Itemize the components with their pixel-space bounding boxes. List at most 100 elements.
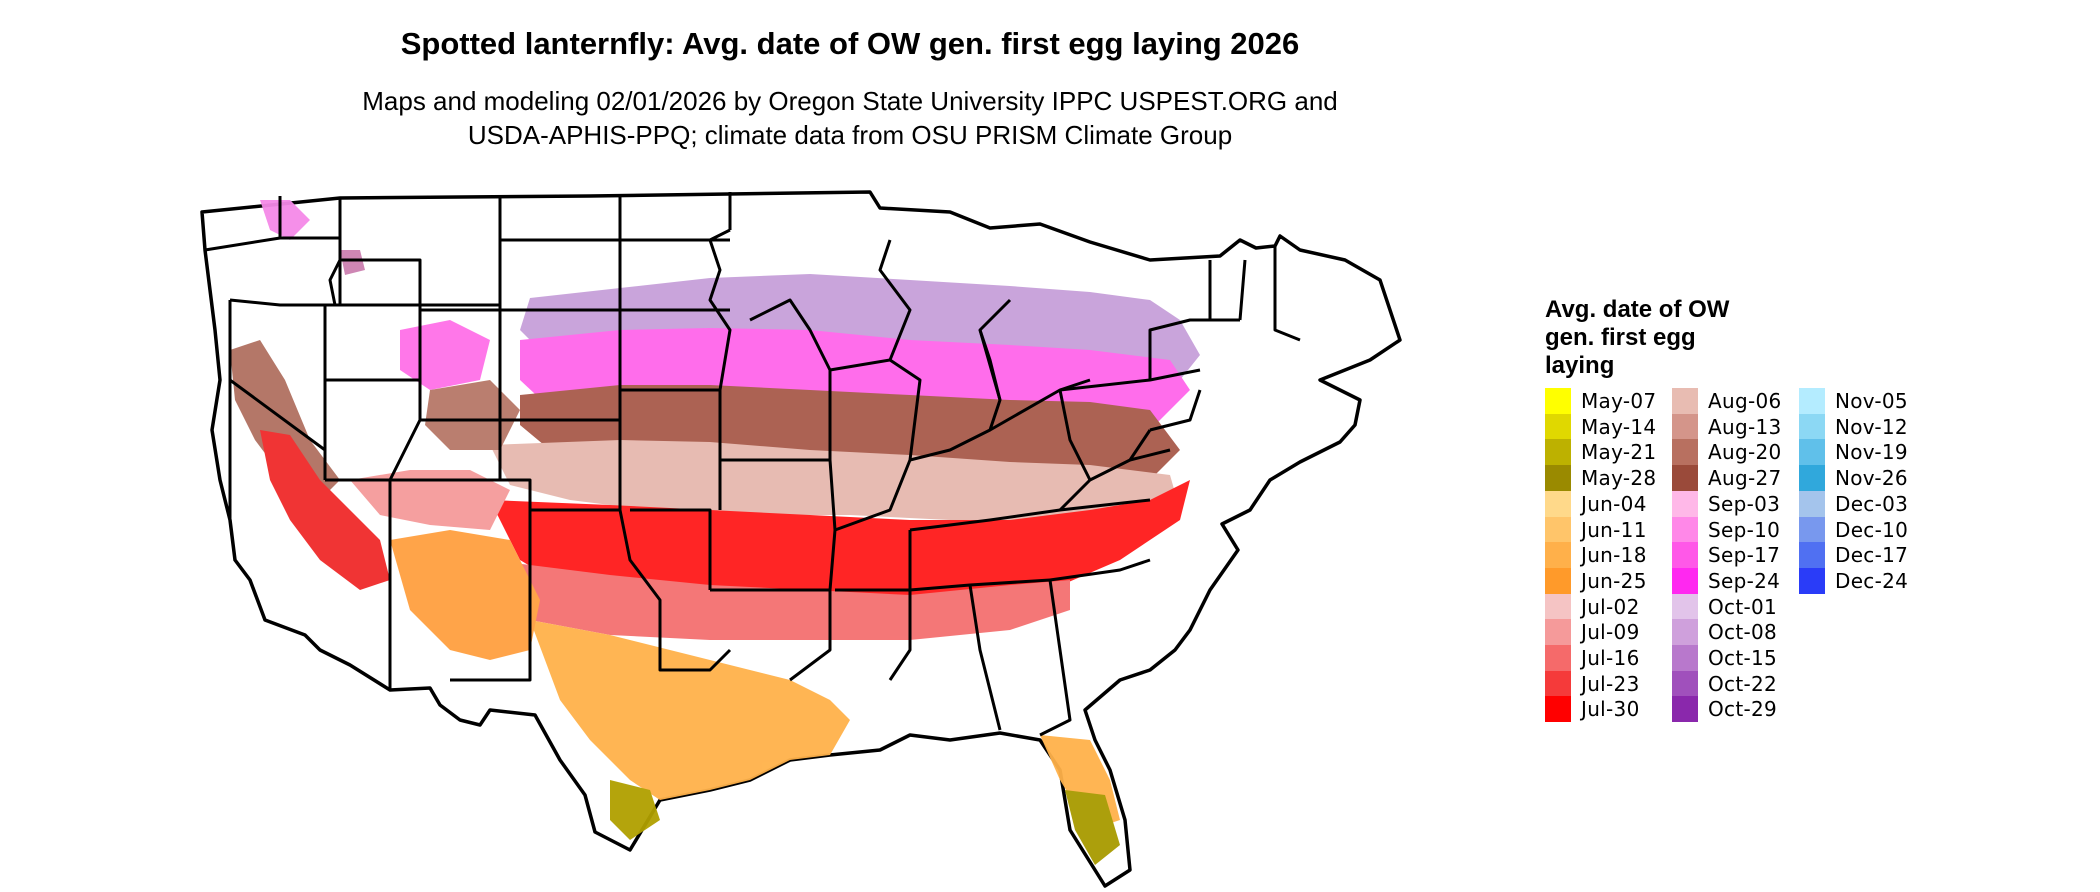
map-subtitle: Maps and modeling 02/01/2026 by Oregon S… [0,84,1700,152]
subtitle-line-1: Maps and modeling 02/01/2026 by Oregon S… [362,86,1338,116]
legend-item: Dec-10 [1799,516,1909,543]
legend-label: Sep-17 [1708,543,1781,568]
zone-jun [530,620,850,800]
legend-label: Jul-23 [1581,671,1640,696]
legend-swatch [1799,516,1825,543]
legend-item: Nov-05 [1799,388,1908,414]
legend-item: Jun-25 [1545,567,1647,594]
legend-item: May-28 [1545,465,1657,492]
legend-label: Jun-11 [1581,517,1647,542]
legend-item: Jul-23 [1545,670,1640,697]
legend-item: Oct-29 [1672,696,1777,723]
legend-swatch [1545,490,1571,517]
legend-item: Oct-15 [1672,645,1777,671]
legend-item: Nov-26 [1799,465,1908,492]
legend-swatch [1545,439,1571,466]
legend-swatch [1799,490,1825,517]
legend-swatch [1799,542,1825,569]
legend-swatch [1545,388,1571,414]
legend-label: Dec-24 [1835,568,1909,593]
legend-item: Jul-02 [1545,593,1640,620]
zone-west-red [260,430,390,590]
legend-label: Dec-17 [1835,543,1909,568]
legend-swatch [1672,593,1698,620]
legend-swatch [1672,670,1698,697]
legend-label: Sep-03 [1708,491,1781,516]
legend-label: Nov-26 [1835,466,1908,491]
zone-nv-magenta [400,320,490,390]
legend-item: Dec-17 [1799,542,1909,569]
legend-item: Aug-06 [1672,388,1782,414]
map-title: Spotted lanternfly: Avg. date of OW gen.… [400,26,1300,61]
legend-title: Avg. date of OW gen. first egg laying [1545,296,1775,380]
legend-title-line-3: laying [1545,352,1615,379]
legend-swatch [1799,388,1825,414]
legend-item: Sep-10 [1672,516,1780,543]
legend-label: Aug-20 [1708,440,1782,465]
legend-label: Oct-15 [1708,646,1778,670]
legend-swatch [1545,645,1571,671]
legend-swatch [1545,542,1571,569]
legend-item: Dec-24 [1799,567,1909,594]
legend-label: Oct-01 [1708,594,1778,619]
legend-label: Nov-19 [1835,440,1908,465]
legend: Avg. date of OW gen. first egg laying Ma… [1545,296,1908,723]
legend-swatch [1545,516,1571,543]
legend-label: Dec-03 [1835,491,1909,516]
legend-item: May-14 [1545,413,1656,440]
legend-swatch [1545,619,1571,646]
legend-item: Aug-27 [1672,465,1782,492]
legend-label: Oct-08 [1708,620,1778,645]
legend-swatch [1672,490,1698,517]
state-boundaries [204,192,1301,737]
legend-swatch [1672,465,1698,492]
us-map-svg [200,190,1402,888]
legend-swatch [1799,567,1825,594]
legend-label: Jul-16 [1581,646,1640,670]
legend-label: Aug-13 [1708,414,1782,439]
legend-swatch [1672,388,1698,414]
zone-wa-pink [260,200,310,240]
legend-swatch [1672,696,1698,723]
legend-swatch [1672,516,1698,543]
legend-label: Sep-24 [1708,568,1781,593]
legend-item: Nov-12 [1799,413,1908,440]
legend-item: Jul-09 [1545,619,1640,646]
legend-label: Nov-12 [1835,414,1908,439]
legend-swatch [1545,696,1571,723]
legend-label: Jul-09 [1581,620,1640,645]
legend-swatch [1672,542,1698,569]
legend-swatch [1545,670,1571,697]
legend-label: Jun-04 [1581,491,1647,516]
legend-swatch [1799,465,1825,492]
legend-swatch [1672,413,1698,440]
zone-id-pink [340,250,365,275]
legend-label: Jun-18 [1581,543,1647,568]
legend-swatch [1672,645,1698,671]
legend-swatch [1545,465,1571,492]
zone-az [390,530,540,660]
legend-swatch [1545,593,1571,620]
legend-label: Aug-27 [1708,466,1782,491]
legend-label: Dec-10 [1835,517,1909,542]
zone-jul-2 [490,560,1070,640]
legend-item: Oct-01 [1672,593,1778,620]
legend-swatch [1672,439,1698,466]
legend-swatch [1672,619,1698,646]
legend-item: Sep-24 [1672,567,1781,594]
legend-item: Jun-11 [1545,516,1647,543]
legend-label: Nov-05 [1835,389,1908,413]
legend-item: Nov-19 [1799,439,1908,466]
legend-item: Oct-22 [1672,670,1777,697]
zone-may-fl [1065,790,1120,865]
legend-label: May-28 [1581,466,1657,491]
legend-item: Aug-13 [1672,413,1782,440]
legend-label: Jul-30 [1581,697,1640,722]
legend-label: Jun-25 [1581,568,1647,593]
zone-ut-brown [425,380,520,450]
legend-label: May-07 [1581,389,1657,413]
legend-item: Jun-18 [1545,542,1647,569]
legend-title-line-1: Avg. date of OW [1545,296,1730,323]
legend-swatch [1545,413,1571,440]
legend-item: Dec-03 [1799,490,1909,517]
